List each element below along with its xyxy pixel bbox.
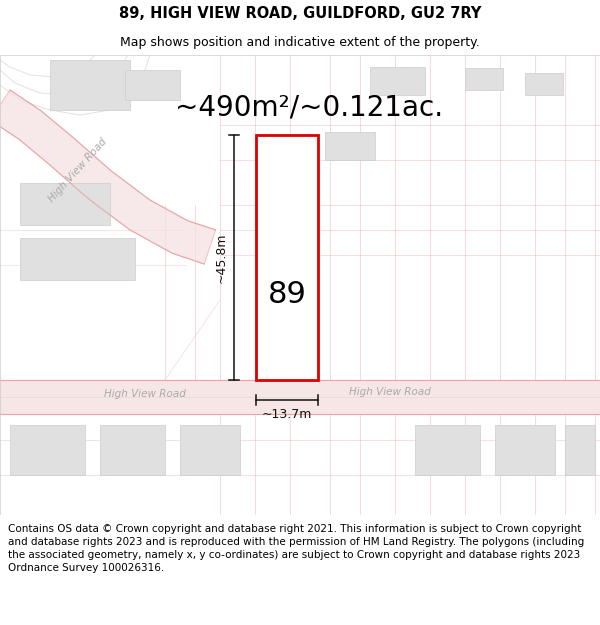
Text: ~45.8m: ~45.8m [215, 232, 227, 282]
Bar [565, 425, 595, 475]
Polygon shape [0, 90, 215, 264]
Bar [495, 425, 555, 475]
Bar [415, 425, 480, 475]
Bar [20, 183, 110, 225]
Bar [256, 135, 318, 380]
Text: 89: 89 [268, 280, 307, 309]
Bar [20, 238, 135, 280]
Bar [325, 132, 375, 160]
Text: Contains OS data © Crown copyright and database right 2021. This information is : Contains OS data © Crown copyright and d… [8, 524, 584, 573]
Bar [370, 67, 425, 95]
Text: High View Road: High View Road [104, 389, 186, 399]
Bar [525, 73, 563, 95]
Text: ~490m²/~0.121ac.: ~490m²/~0.121ac. [175, 93, 443, 121]
Bar [465, 68, 503, 90]
Bar [125, 70, 180, 100]
Text: High View Road: High View Road [349, 387, 431, 397]
Text: Map shows position and indicative extent of the property.: Map shows position and indicative extent… [120, 36, 480, 49]
Text: High View Road: High View Road [47, 136, 109, 204]
Bar [100, 425, 165, 475]
Bar [50, 60, 130, 110]
Text: ~13.7m: ~13.7m [262, 408, 312, 421]
Bar [180, 425, 240, 475]
Bar [10, 425, 85, 475]
Text: 89, HIGH VIEW ROAD, GUILDFORD, GU2 7RY: 89, HIGH VIEW ROAD, GUILDFORD, GU2 7RY [119, 6, 481, 21]
